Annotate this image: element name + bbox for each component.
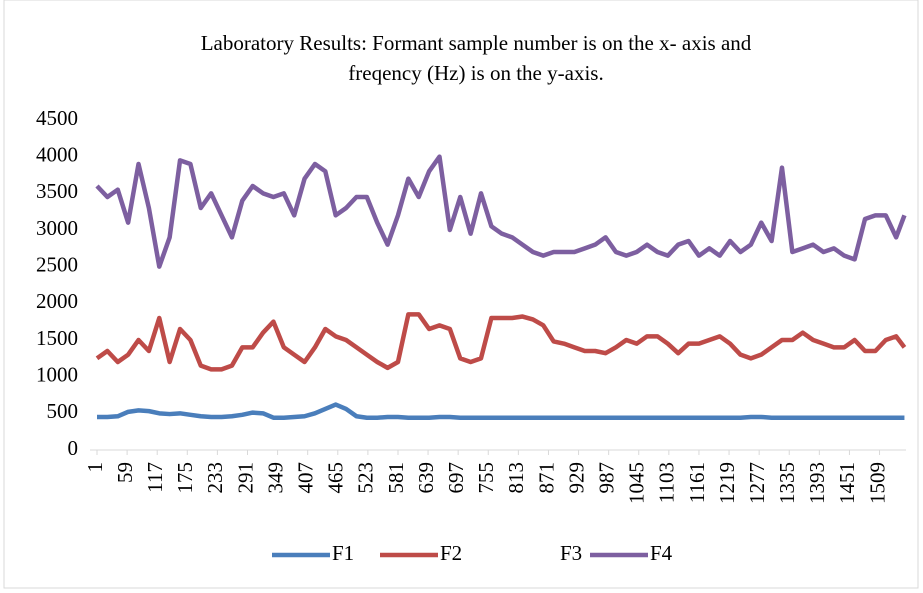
- legend-label: F4: [650, 541, 673, 565]
- y-tick-label: 500: [47, 399, 79, 423]
- legend-label: F3: [560, 541, 582, 565]
- x-tick-label: 1: [83, 462, 107, 473]
- x-tick-label: 929: [564, 462, 588, 494]
- y-tick-label: 2500: [36, 252, 78, 276]
- x-tick-label: 1103: [655, 462, 679, 503]
- x-tick-label: 291: [233, 462, 257, 494]
- x-tick-label: 175: [173, 462, 197, 494]
- y-tick-label: 4000: [36, 142, 78, 166]
- chart-title: freqency (Hz) is on the y-axis.: [348, 61, 603, 85]
- x-tick-label: 1451: [835, 462, 859, 504]
- x-tick-label: 1393: [805, 462, 829, 504]
- x-tick-label: 639: [414, 462, 438, 494]
- x-tick-label: 871: [534, 462, 558, 494]
- x-tick-label: 117: [143, 462, 167, 493]
- x-tick-label: 465: [324, 462, 348, 494]
- x-tick-label: 581: [384, 462, 408, 494]
- y-tick-label: 3500: [36, 179, 78, 203]
- x-tick-label: 1277: [745, 462, 769, 504]
- y-tick-label: 0: [68, 436, 79, 460]
- x-tick-label: 697: [444, 462, 468, 494]
- series-line: [95, 154, 907, 269]
- x-tick-label: 1219: [715, 462, 739, 504]
- y-tick-label: 3000: [36, 216, 78, 240]
- x-tick-label: 233: [203, 462, 227, 494]
- x-tick-label: 523: [354, 462, 378, 494]
- x-tick-label: 813: [504, 462, 528, 494]
- x-tick-label: 1509: [865, 462, 889, 504]
- series-line: [95, 312, 907, 372]
- legend-label: F1: [332, 541, 354, 565]
- legend-label: F2: [440, 541, 462, 565]
- chart-title: Laboratory Results: Formant sample numbe…: [201, 31, 752, 55]
- chart-frame: [3, 0, 919, 589]
- series-line: [97, 402, 905, 420]
- x-tick-label: 755: [474, 462, 498, 494]
- y-tick-label: 1500: [36, 326, 78, 350]
- x-tick-label: 59: [113, 462, 137, 483]
- x-tick-label: 1045: [625, 462, 649, 504]
- x-tick-label: 987: [594, 462, 618, 494]
- x-tick-label: 407: [293, 462, 317, 494]
- x-tick-label: 1335: [775, 462, 799, 504]
- x-tick-label: 1161: [685, 462, 709, 503]
- y-tick-label: 2000: [36, 289, 78, 313]
- y-tick-label: 1000: [36, 362, 78, 386]
- y-tick-label: 4500: [36, 106, 78, 130]
- x-tick-label: 349: [263, 462, 287, 494]
